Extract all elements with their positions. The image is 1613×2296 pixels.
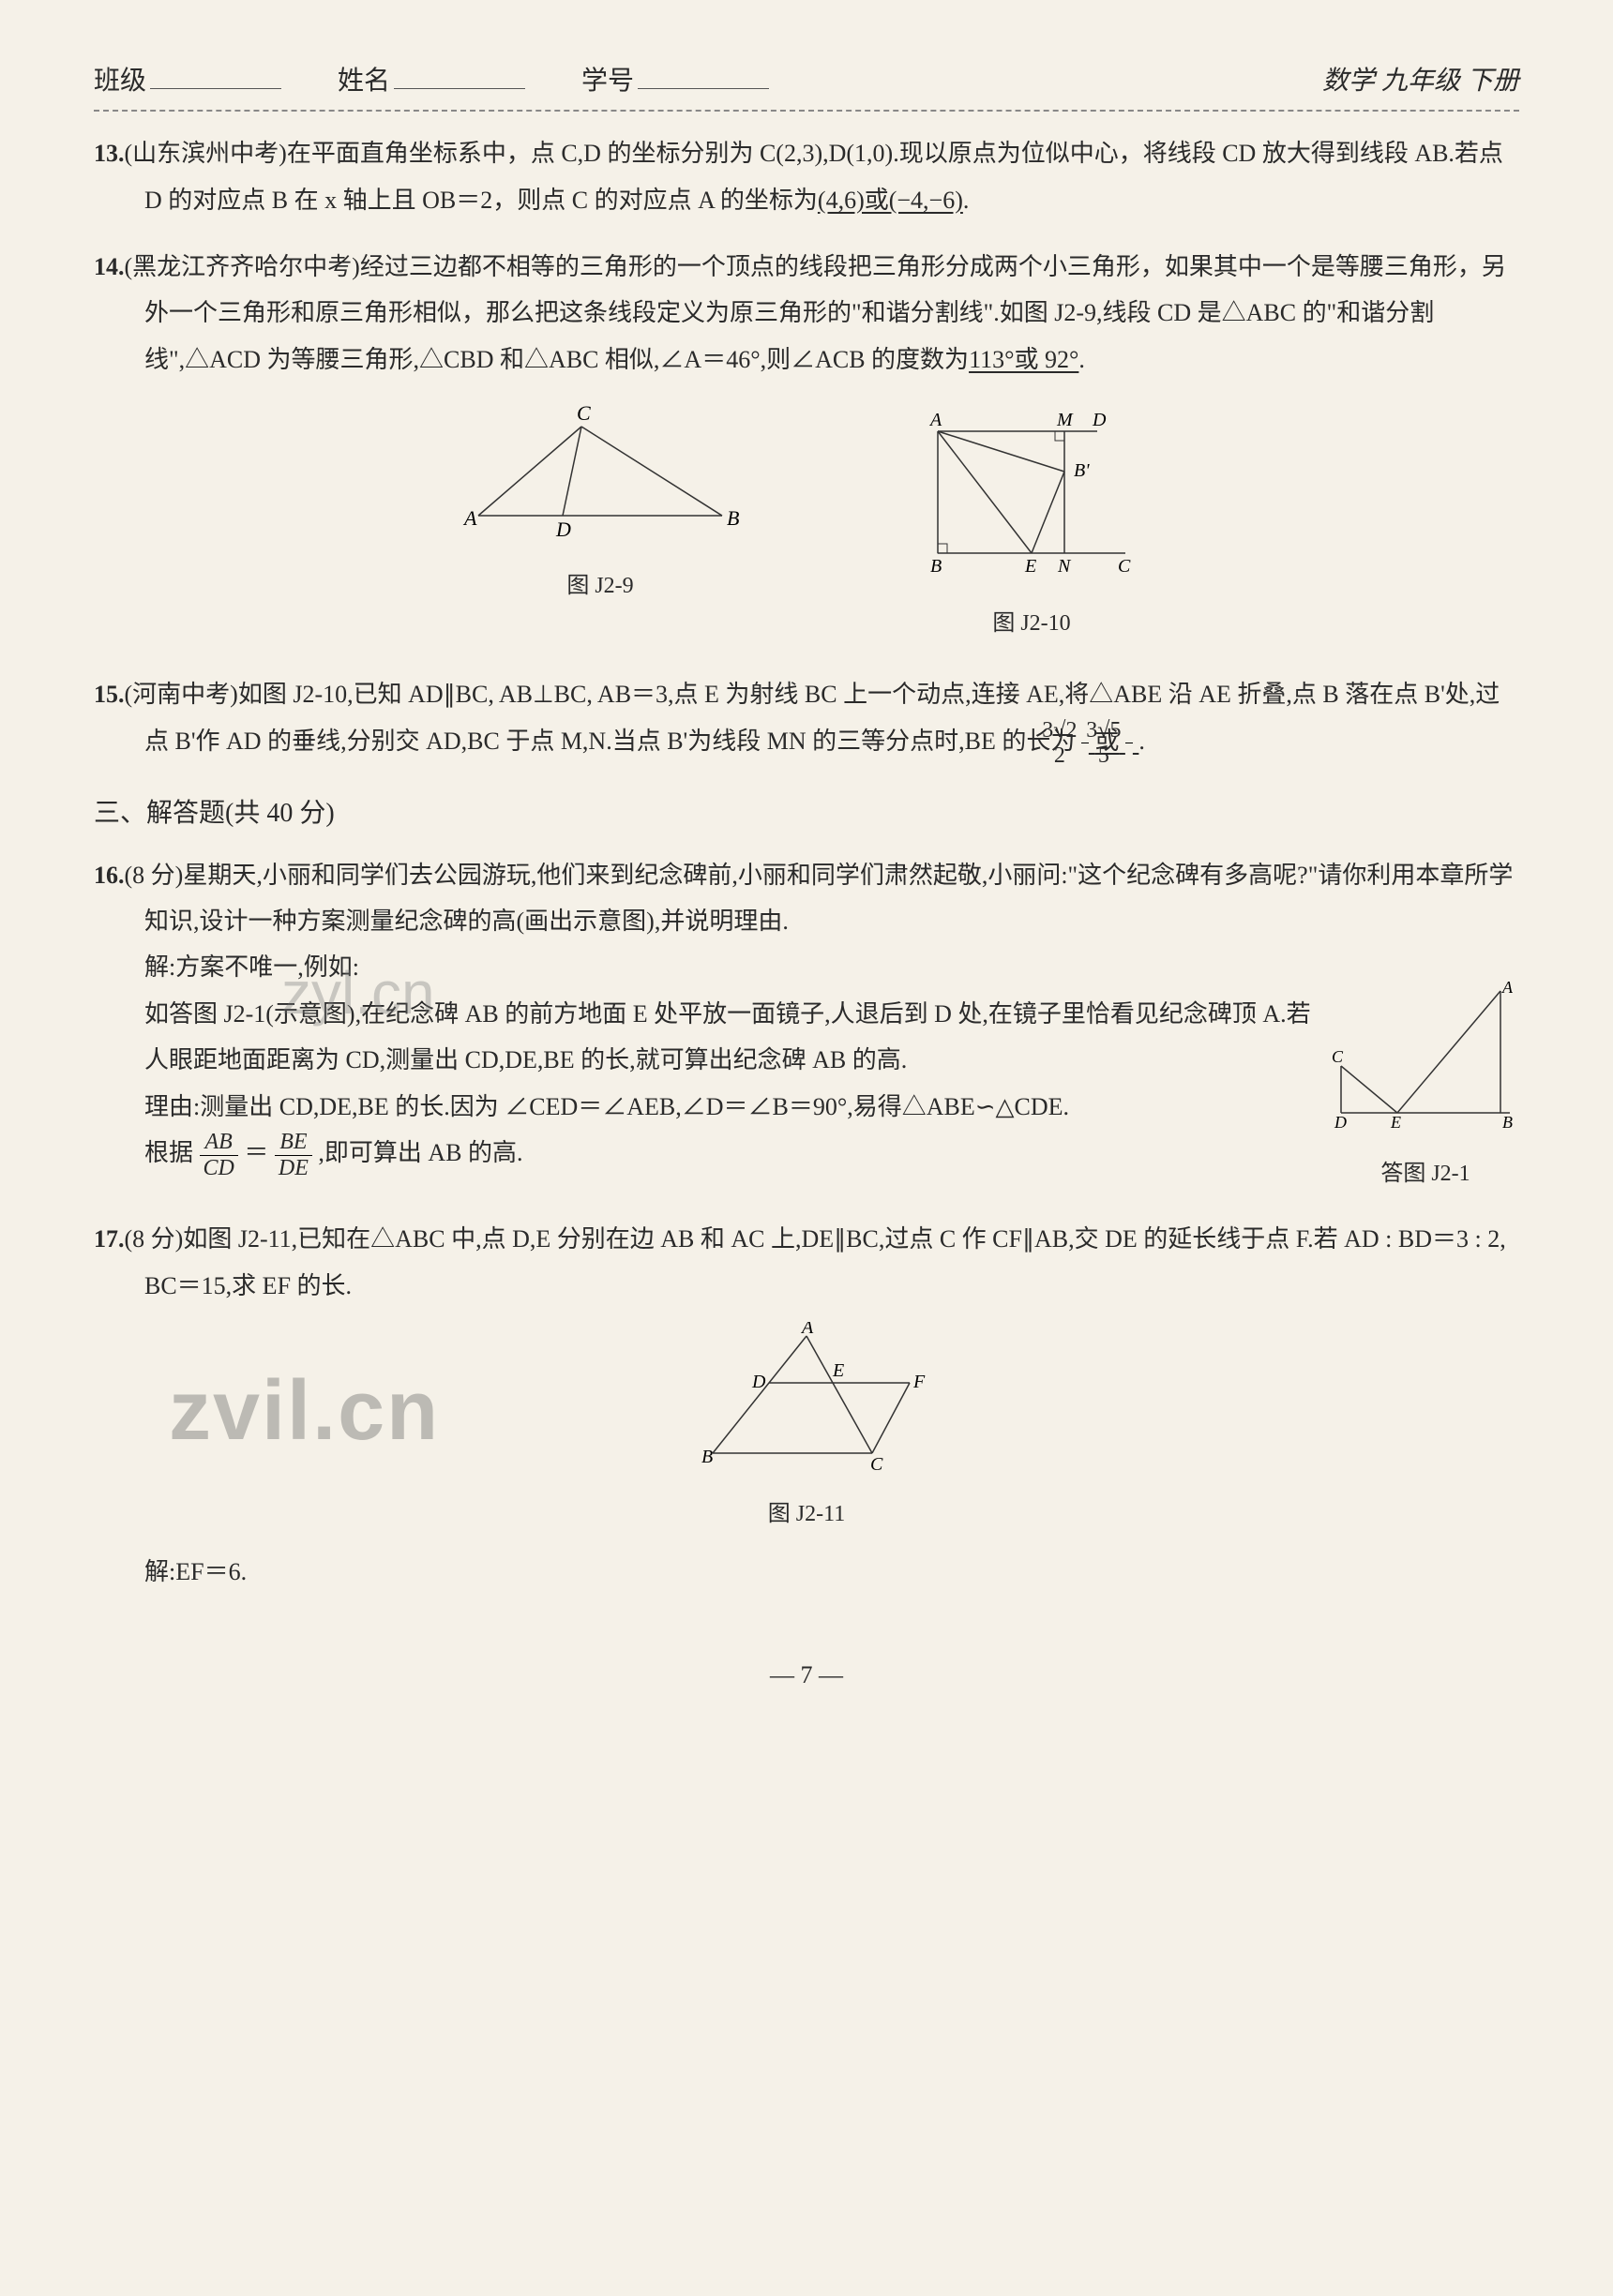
- q13-source: (山东滨州中考): [125, 140, 287, 167]
- svg-text:B: B: [1502, 1113, 1513, 1132]
- q16-text: 星期天,小丽和同学们去公园游玩,他们来到纪念碑前,小丽和同学们肃然起敬,小丽问:…: [144, 862, 1513, 935]
- figures-row-1: A B C D 图 J2-9 A M D B' B: [94, 403, 1519, 645]
- q16-solution: 解:方案不唯一,例如: 如答图 J2-1(示意图),在纪念碑 AB 的前方地面 …: [94, 944, 1519, 1179]
- q17-text: 如图 J2-11,已知在△ABC 中,点 D,E 分别在边 AB 和 AC 上,…: [144, 1225, 1506, 1298]
- figure-j2-9-caption: 图 J2-9: [460, 565, 741, 608]
- section-3-title: 三、解答题(共 40 分): [94, 788, 1519, 838]
- svg-text:D: D: [1334, 1113, 1347, 1132]
- page-header: 班级 姓名 学号 数学 九年级 下册: [94, 56, 1519, 112]
- question-17: 17.(8 分)如图 J2-11,已知在△ABC 中,点 D,E 分别在边 AB…: [94, 1216, 1519, 1595]
- figure-answer-j2-1-caption: 答图 J2-1: [1332, 1153, 1519, 1196]
- svg-text:A: A: [462, 506, 477, 530]
- question-14: 14.(黑龙江齐齐哈尔中考)经过三边都不相等的三角形的一个顶点的线段把三角形分成…: [94, 244, 1519, 383]
- q16-sol-line4: 根据 ABCD ＝ BEDE ,即可算出 AB 的高.: [144, 1130, 1519, 1180]
- svg-text:B: B: [930, 556, 942, 577]
- id-field: 学号: [581, 56, 769, 106]
- figure-j2-11-caption: 图 J2-11: [666, 1493, 947, 1537]
- q13-period: .: [963, 187, 970, 214]
- svg-text:D: D: [555, 518, 571, 541]
- class-label: 班级: [94, 67, 146, 96]
- q16-sol-line1: 解:方案不唯一,例如:: [144, 944, 1519, 990]
- q15-frac2: 3√55: [1125, 718, 1133, 769]
- page-number: — 7 —: [94, 1652, 1519, 1698]
- q14-source: (黑龙江齐齐哈尔中考): [125, 253, 360, 280]
- class-blank: [150, 88, 281, 89]
- q15-period: .: [1138, 728, 1145, 755]
- name-field: 姓名: [338, 56, 525, 106]
- id-label: 学号: [581, 67, 634, 96]
- svg-text:C: C: [870, 1454, 883, 1472]
- q16-sol-line2: 如答图 J2-1(示意图),在纪念碑 AB 的前方地面 E 处平放一面镜子,人退…: [144, 991, 1519, 1084]
- svg-text:B: B: [727, 506, 739, 530]
- q16-frac-ab-cd: ABCD: [200, 1130, 238, 1180]
- subject-header: 数学 九年级 下册: [1322, 56, 1519, 106]
- svg-text:C: C: [1332, 1047, 1344, 1066]
- q16-points: (8 分): [125, 862, 184, 889]
- svg-text:E: E: [1024, 556, 1036, 577]
- name-blank: [394, 88, 525, 89]
- figure-j2-11-svg: A B C D E F: [666, 1322, 947, 1472]
- watermark-2: zvil.cn: [169, 1331, 440, 1492]
- svg-text:E: E: [1390, 1113, 1401, 1132]
- figure-answer-j2-1: A B C D E 答图 J2-1: [1332, 982, 1519, 1195]
- q16-number: 16.: [94, 862, 125, 889]
- svg-text:E: E: [832, 1360, 844, 1381]
- q16-frac-be-de: BEDE: [275, 1130, 312, 1180]
- q15-source: (河南中考): [125, 681, 238, 708]
- svg-text:C: C: [577, 403, 591, 425]
- svg-text:D: D: [751, 1372, 766, 1392]
- q15-text: 如图 J2-10,已知 AD∥BC, AB⊥BC, AB＝3,点 E 为射线 B…: [144, 681, 1500, 754]
- svg-text:F: F: [912, 1372, 926, 1392]
- question-13: 13.(山东滨州中考)在平面直角坐标系中，点 C,D 的坐标分别为 C(2,3)…: [94, 130, 1519, 223]
- q14-number: 14.: [94, 253, 125, 280]
- svg-text:A: A: [1501, 982, 1514, 997]
- q17-points: (8 分): [125, 1225, 184, 1253]
- svg-text:A: A: [928, 410, 942, 430]
- q13-answer: (4,6)或(−4,−6): [818, 187, 963, 214]
- class-field: 班级: [94, 56, 281, 106]
- svg-text:D: D: [1092, 410, 1107, 430]
- svg-text:C: C: [1118, 556, 1131, 577]
- svg-text:N: N: [1057, 556, 1072, 577]
- svg-text:B: B: [701, 1447, 713, 1467]
- svg-text:A: A: [800, 1322, 814, 1338]
- name-label: 姓名: [338, 67, 390, 96]
- figure-j2-10-caption: 图 J2-10: [910, 603, 1153, 646]
- question-16: zyl.cn 16.(8 分)星期天,小丽和同学们去公园游玩,他们来到纪念碑前,…: [94, 852, 1519, 1196]
- svg-text:B': B': [1074, 460, 1090, 481]
- question-15: 15.(河南中考)如图 J2-10,已知 AD∥BC, AB⊥BC, AB＝3,…: [94, 671, 1519, 768]
- svg-text:M: M: [1056, 410, 1074, 430]
- q15-number: 15.: [94, 681, 125, 708]
- figure-j2-9-svg: A B C D: [460, 403, 741, 544]
- q14-period: .: [1078, 346, 1085, 373]
- figure-answer-j2-1-svg: A B C D E: [1332, 982, 1519, 1132]
- q13-number: 13.: [94, 140, 125, 167]
- id-blank: [638, 88, 769, 89]
- q17-solution: 解:EF＝6.: [94, 1549, 1519, 1595]
- figure-j2-11: A B C D E F 图 J2-11: [666, 1322, 947, 1536]
- q15-answer: 3√22 或 3√55: [1081, 728, 1139, 755]
- q14-answer: 113°或 92°: [969, 346, 1078, 373]
- figure-j2-10: A M D B' B E N C 图 J2-10: [910, 403, 1153, 645]
- q17-number: 17.: [94, 1225, 125, 1253]
- q16-sol-line3: 理由:测量出 CD,DE,BE 的长.因为 ∠CED＝∠AEB,∠D＝∠B＝90…: [144, 1084, 1519, 1130]
- figure-j2-10-svg: A M D B' B E N C: [910, 403, 1153, 581]
- figure-j2-9: A B C D 图 J2-9: [460, 403, 741, 645]
